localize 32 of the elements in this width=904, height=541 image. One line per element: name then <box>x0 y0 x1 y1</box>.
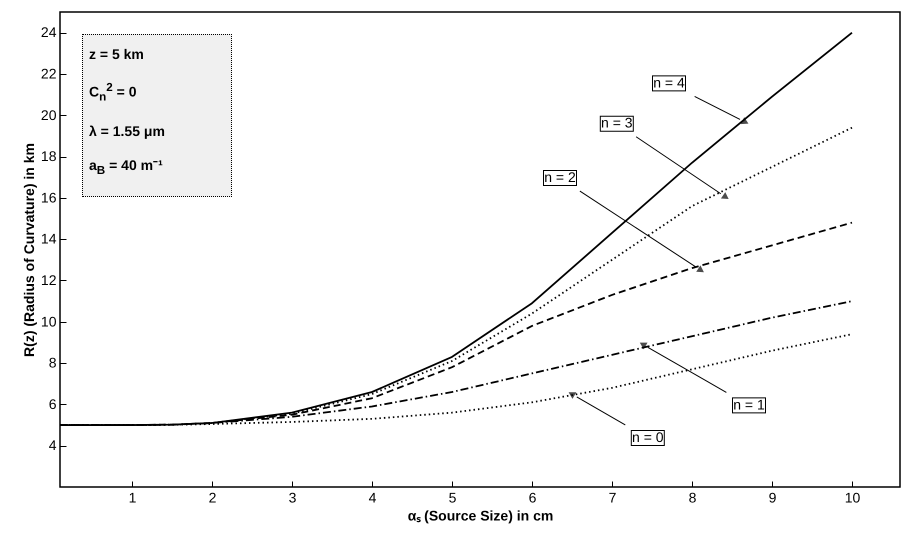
annotation: a$_{B}$ = 40 m⁻¹ <box>88 156 164 180</box>
y-tick-label: 16 <box>40 189 57 206</box>
x-tick-label: 5 <box>448 490 457 506</box>
x-tick-label: 10 <box>844 490 860 506</box>
x-tick-label: 2 <box>208 490 217 506</box>
y-tick-label: 4 <box>48 437 57 454</box>
x-tick-label: 8 <box>688 490 697 506</box>
x-tick-label: 4 <box>368 490 377 506</box>
y-tick-label: 22 <box>40 65 57 82</box>
y-tick-label: 14 <box>40 230 57 247</box>
y-axis-title: R(z) (Radius of Curvature) in km <box>20 143 37 357</box>
y-tick-label: 10 <box>40 313 57 330</box>
annotation: n = 4 <box>653 74 685 90</box>
x-axis-title: αₛ (Source Size) in cm <box>408 508 554 524</box>
annotation: n = 1 <box>733 396 765 412</box>
x-tick-label: 1 <box>128 490 137 506</box>
annotation: z = 5 km <box>88 45 145 64</box>
x-tick-label: 7 <box>608 490 617 506</box>
y-tick-label: 20 <box>40 106 57 123</box>
annotation: C$_{n}$$^{2}$ = 0 <box>88 80 138 106</box>
y-tick-label: 24 <box>40 24 57 40</box>
x-tick-label: 6 <box>528 490 537 506</box>
x-tick-label: 9 <box>768 490 777 506</box>
y-tick-label: 18 <box>40 148 57 164</box>
annotation: n = 0 <box>632 428 664 445</box>
y-tick-label: 12 <box>40 272 57 288</box>
y-tick-label: 8 <box>48 354 57 371</box>
y-tick-label: 6 <box>48 396 57 412</box>
annotation: λ = 1.55 μm <box>88 122 166 142</box>
annotation: n = 2 <box>544 169 576 186</box>
x-tick-label: 3 <box>288 490 297 506</box>
annotation: n = 3 <box>601 114 633 131</box>
